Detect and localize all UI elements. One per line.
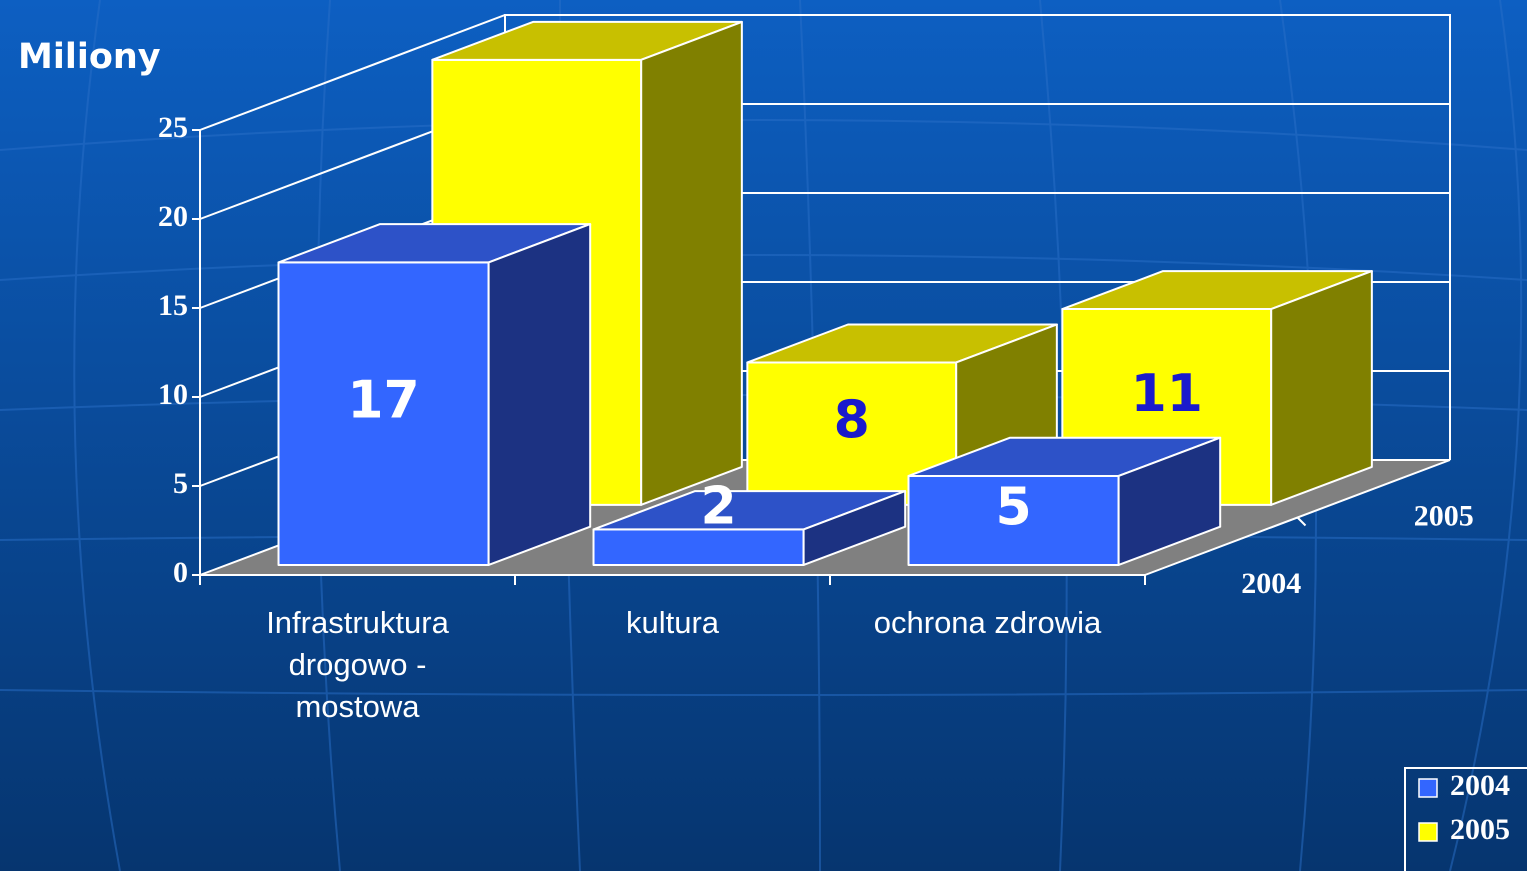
bar-side xyxy=(487,223,592,566)
bar-side xyxy=(640,20,743,506)
legend-swatch xyxy=(1418,778,1438,798)
y-tick-label: 20 xyxy=(158,200,188,233)
y-tick-label: 5 xyxy=(173,467,188,500)
data-label: 11 xyxy=(1131,364,1203,424)
x-tick-label: Infrastruktura drogowo - mostowa xyxy=(266,605,449,724)
bar xyxy=(907,436,1222,566)
legend-label: 2004 xyxy=(1450,769,1510,802)
x-tick-label: ochrona zdrowia xyxy=(873,605,1102,640)
grid-line xyxy=(199,103,1450,220)
legend: 2004 2005 xyxy=(1404,767,1527,871)
depth-axis-label: 2005 xyxy=(1414,500,1474,533)
data-label: 2 xyxy=(700,476,736,536)
y-tick-label: 25 xyxy=(158,111,188,144)
legend-label: 2005 xyxy=(1450,813,1510,846)
grid-line xyxy=(199,14,1450,131)
legend-swatch xyxy=(1418,822,1438,842)
y-tick-label: 10 xyxy=(158,378,188,411)
bar xyxy=(277,223,592,566)
bar-side xyxy=(1270,270,1373,506)
depth-axis-label: 2004 xyxy=(1241,567,1301,600)
data-label: 8 xyxy=(834,391,870,451)
bar-front xyxy=(592,528,805,566)
data-label: 5 xyxy=(995,477,1031,537)
legend-box xyxy=(1404,767,1527,871)
bar xyxy=(592,490,907,566)
x-tick-label: kultura xyxy=(625,605,720,640)
data-label: 17 xyxy=(347,371,419,431)
depth-tick xyxy=(1296,516,1307,527)
y-axis-title: Miliony xyxy=(18,37,161,77)
bar-side xyxy=(1117,436,1222,566)
y-tick-label: 0 xyxy=(173,556,188,589)
bar-side xyxy=(802,490,907,566)
y-tick-label: 15 xyxy=(158,289,188,322)
